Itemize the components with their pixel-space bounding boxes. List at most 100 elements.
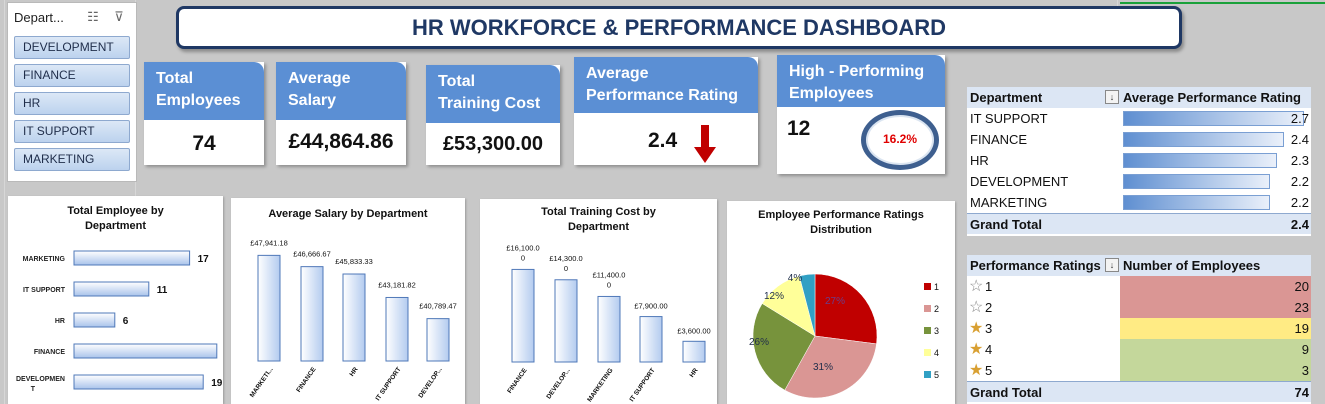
data-label: £3,600.00 <box>677 326 710 335</box>
row-label: 2 <box>985 300 993 315</box>
color-scale-cell <box>1120 360 1311 381</box>
kpi-label: Performance Rating <box>586 87 739 104</box>
row-label: MARKETING <box>970 195 1048 210</box>
column-header: Performance Ratings <box>970 258 1101 273</box>
row-value: 2.3 <box>1290 153 1309 168</box>
pivot-row: FINANCE 2.4 <box>967 129 1311 150</box>
kpi-label: Employees <box>156 92 241 109</box>
tick-label: MARKETING <box>586 367 614 403</box>
color-scale-cell <box>1120 276 1311 297</box>
slicer-item-marketing[interactable]: MARKETING <box>14 148 130 171</box>
total-label: Grand Total <box>970 385 1042 400</box>
data-label: £43,181.82 <box>378 280 416 289</box>
filter-dropdown-icon[interactable]: ↓ <box>1105 258 1119 272</box>
pie-slice <box>784 335 877 399</box>
legend-label: 3 <box>934 326 939 336</box>
pivot-row: MARKETING 2.2 <box>967 192 1311 213</box>
bar <box>554 279 578 363</box>
bar <box>73 250 191 266</box>
slice-label: 31% <box>813 362 833 373</box>
pivot-rating-distribution: Performance Ratings ↓ Number of Employee… <box>967 255 1311 404</box>
bar <box>426 318 450 362</box>
slicer-item-it-support[interactable]: IT SUPPORT <box>14 120 130 143</box>
kpi-percent: 16.2% <box>882 132 918 146</box>
row-value: 2.4 <box>1290 132 1309 147</box>
kpi-total-training-cost: Total Training Cost £53,300.00 <box>426 65 560 165</box>
legend-label: 5 <box>934 370 939 380</box>
bar <box>597 295 621 363</box>
pivot-row: HR 2.3 <box>967 150 1311 171</box>
kpi-value: 74 <box>192 132 216 155</box>
kpi-label: High - Performing <box>789 63 925 80</box>
kpi-high-performing: High - Performing Employees 12 16.2% <box>777 55 945 174</box>
star-icon: ★ <box>969 362 984 379</box>
filter-dropdown-icon[interactable]: ↓ <box>1105 90 1119 104</box>
row-label: IT SUPPORT <box>970 111 1048 126</box>
kpi-value: 12 <box>787 117 811 140</box>
chart-title: Total Employee by Department <box>67 205 164 232</box>
data-label: £11,400.0 0 <box>593 270 626 289</box>
bar <box>639 316 663 363</box>
department-slicer[interactable]: Depart... ☷ ⊽ DEVELOPMENT FINANCE HR IT … <box>7 2 137 182</box>
data-label: £7,900.00 <box>634 302 667 311</box>
kpi-total-employees: Total Employees 74 <box>144 62 264 165</box>
legend-swatch <box>924 283 931 290</box>
pie-slice <box>752 303 816 391</box>
tick-label: HR <box>55 318 65 325</box>
kpi-value: £44,864.86 <box>288 130 394 153</box>
row-label: 1 <box>985 279 993 294</box>
total-label: Grand Total <box>970 217 1042 232</box>
pivot-average-rating: Department ↓ Average Performance Rating … <box>967 87 1311 236</box>
star-icon: ★ <box>969 320 984 337</box>
kpi-value: £53,300.00 <box>442 133 544 155</box>
tick-label: FINANCE <box>34 349 65 356</box>
total-value: 74 <box>1294 385 1309 400</box>
clear-filter-icon[interactable]: ⊽ <box>114 9 124 24</box>
kpi-average-salary: Average Salary £44,864.86 <box>276 62 406 165</box>
cell-selection-indicator <box>1120 2 1325 4</box>
data-label: £45,833.33 <box>335 257 373 266</box>
bar <box>73 281 150 297</box>
column-header: Department <box>970 90 1043 105</box>
bar <box>682 340 706 363</box>
tick-label: FINANCE <box>295 366 318 394</box>
row-value: 2.2 <box>1290 174 1309 189</box>
row-value: 23 <box>1294 300 1309 315</box>
pie-slice <box>799 273 816 337</box>
slicer-item-hr[interactable]: HR <box>14 92 130 115</box>
pivot-header-row: Performance Ratings ↓ Number of Employee… <box>967 255 1311 276</box>
slice-label: 26% <box>749 337 769 348</box>
pivot-row: DEVELOPMENT 2.2 <box>967 171 1311 192</box>
legend-swatch <box>924 371 931 378</box>
row-label: 5 <box>985 363 993 378</box>
data-bar <box>1123 111 1304 126</box>
chart-title: Total Training Cost by Department <box>541 206 656 233</box>
kpi-label: Training Cost <box>438 95 541 112</box>
tick-label: MARKETING <box>23 256 66 263</box>
dashboard-title: HR WORKFORCE & PERFORMANCE DASHBOARD <box>176 6 1182 49</box>
row-label: HR <box>970 153 989 168</box>
bar <box>73 312 116 328</box>
legend-label: 2 <box>934 304 939 314</box>
slicer-item-development[interactable]: DEVELOPMENT <box>14 36 130 59</box>
multi-select-icon[interactable]: ☷ <box>87 9 99 24</box>
color-scale-cell <box>1120 297 1311 318</box>
pivot-row: ★ 4 9 <box>967 339 1311 360</box>
bar <box>342 273 366 362</box>
data-label: 6 <box>123 316 129 327</box>
row-value: 2.2 <box>1290 195 1309 210</box>
tick-label: MARKETI... <box>249 366 275 399</box>
kpi-label: Total <box>156 70 194 87</box>
pivot-row: ☆ 1 20 <box>967 276 1311 297</box>
tick-label: DEVELOP... <box>545 367 571 400</box>
color-scale-cell <box>1120 318 1311 339</box>
tick-label: HR <box>689 367 700 379</box>
data-label: £46,666.67 <box>293 250 331 259</box>
kpi-label: Salary <box>288 92 337 109</box>
bar <box>73 374 204 390</box>
chart-ratings-distribution: Employee Performance Ratings Distributio… <box>727 201 955 404</box>
kpi-label: Employees <box>789 85 874 102</box>
slicer-item-finance[interactable]: FINANCE <box>14 64 130 87</box>
chart-average-salary: Average Salary by Department £47,941.18 M… <box>231 198 465 404</box>
data-bar <box>1123 195 1270 210</box>
